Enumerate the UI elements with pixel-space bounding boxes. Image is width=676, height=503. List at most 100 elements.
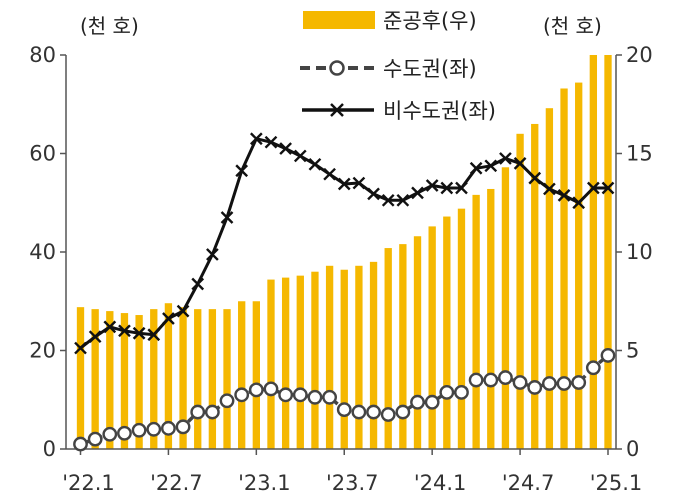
capital-point bbox=[351, 404, 367, 420]
bar bbox=[384, 248, 392, 449]
bar bbox=[91, 309, 99, 449]
right-tick-label: 10 bbox=[626, 240, 653, 264]
noncapital-point bbox=[469, 161, 483, 175]
legend-bar-label: 준공후(우) bbox=[383, 9, 477, 33]
capital-point bbox=[336, 402, 352, 417]
line-series bbox=[73, 132, 616, 452]
noncapital-point bbox=[249, 132, 263, 146]
bar bbox=[604, 55, 612, 449]
bar bbox=[267, 279, 275, 449]
bar bbox=[516, 133, 524, 450]
capital-point bbox=[219, 393, 235, 409]
capital-point bbox=[571, 375, 587, 390]
bar-series bbox=[76, 55, 612, 450]
noncapital-point bbox=[367, 187, 380, 201]
legend-bar-swatch bbox=[303, 11, 375, 29]
x-tick-label: '23.1 bbox=[238, 471, 291, 495]
capital-point bbox=[395, 404, 411, 420]
capital-point bbox=[73, 436, 88, 452]
right-tick-label: 20 bbox=[626, 43, 653, 67]
bar bbox=[325, 265, 334, 449]
bar bbox=[223, 309, 231, 449]
bar bbox=[531, 123, 539, 449]
capital-point bbox=[161, 420, 176, 436]
noncapital-point bbox=[264, 135, 278, 149]
capital-point bbox=[600, 348, 616, 363]
capital-point bbox=[248, 382, 264, 398]
bar bbox=[443, 216, 451, 449]
bar bbox=[76, 307, 85, 449]
bar bbox=[369, 261, 378, 449]
noncapital-point bbox=[572, 196, 586, 210]
left-axis-ticks: 0 20 40 60 80 bbox=[29, 43, 66, 461]
bar bbox=[457, 208, 466, 449]
capital-point bbox=[117, 425, 132, 441]
noncapital-point bbox=[176, 304, 190, 318]
noncapital-point bbox=[74, 341, 87, 355]
capital-point bbox=[263, 381, 279, 397]
right-axis-ticks: 0 5 10 15 20 bbox=[616, 43, 653, 461]
capital-point bbox=[204, 404, 220, 420]
legend-noncapital-label: 비수도권(좌) bbox=[383, 99, 496, 123]
bar bbox=[296, 275, 304, 449]
bar bbox=[545, 108, 554, 449]
bar bbox=[355, 265, 363, 449]
noncapital-point bbox=[557, 189, 571, 202]
noncapital-point bbox=[220, 211, 234, 224]
capital-point bbox=[292, 387, 308, 403]
capital-point bbox=[234, 387, 250, 403]
bar bbox=[428, 226, 436, 449]
bar bbox=[106, 311, 114, 449]
noncapital-point bbox=[103, 320, 117, 334]
noncapital-point bbox=[279, 142, 292, 155]
right-tick-label: 15 bbox=[626, 142, 653, 166]
capital-point bbox=[102, 426, 118, 442]
bar bbox=[487, 188, 495, 449]
capital-point bbox=[439, 384, 455, 400]
noncapital-point bbox=[484, 159, 498, 173]
left-tick-label: 40 bbox=[29, 240, 56, 264]
capital-point bbox=[278, 387, 294, 403]
x-axis-ticks: '22.1 '22.7 '23.1 '23.7 '24.1 '24.7 '25.1 bbox=[62, 449, 642, 495]
legend-capital-label: 수도권(좌) bbox=[383, 57, 477, 81]
noncapital-point bbox=[440, 181, 454, 195]
left-tick-label: 0 bbox=[43, 437, 56, 461]
capital-point bbox=[498, 370, 513, 385]
bar bbox=[311, 271, 319, 449]
noncapital-point bbox=[455, 181, 468, 195]
left-tick-label: 80 bbox=[29, 43, 56, 67]
bar bbox=[150, 309, 158, 449]
capital-point bbox=[87, 431, 103, 447]
capital-point bbox=[146, 421, 162, 437]
left-axis-unit: (천 호) bbox=[80, 14, 139, 38]
noncapital-point bbox=[235, 164, 249, 178]
noncapital-point bbox=[601, 181, 615, 195]
noncapital-point bbox=[162, 312, 175, 325]
x-tick-label: '24.1 bbox=[414, 471, 467, 495]
noncapital-point bbox=[543, 182, 556, 196]
right-tick-label: 0 bbox=[626, 437, 639, 461]
capital-point bbox=[512, 375, 528, 390]
bar bbox=[120, 313, 129, 449]
noncapital-point bbox=[352, 176, 366, 190]
left-tick-label: 20 bbox=[29, 339, 56, 363]
noncapital-point bbox=[206, 248, 219, 261]
legend: 준공후(우) 수도권(좌) 비수도권(좌) bbox=[300, 9, 496, 123]
capital-point bbox=[527, 380, 543, 395]
noncapital-point bbox=[396, 193, 410, 207]
noncapital-point bbox=[528, 171, 542, 185]
bar bbox=[340, 269, 348, 449]
noncapital-point bbox=[586, 181, 600, 195]
capital-point bbox=[380, 407, 396, 422]
capital-point bbox=[190, 404, 206, 420]
bar bbox=[501, 167, 510, 450]
capital-point bbox=[175, 419, 191, 435]
capital-point bbox=[541, 376, 557, 391]
bar bbox=[281, 277, 290, 449]
noncapital-point bbox=[132, 326, 146, 340]
noncapital-point bbox=[513, 157, 527, 170]
right-tick-label: 5 bbox=[626, 339, 639, 363]
bar bbox=[589, 55, 598, 449]
left-tick-label: 60 bbox=[29, 142, 56, 166]
